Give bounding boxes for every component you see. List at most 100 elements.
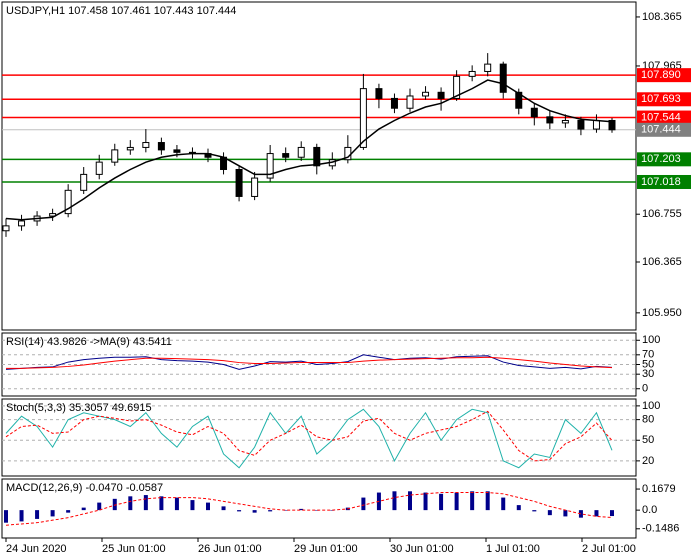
candle-body — [18, 220, 26, 227]
candle-body — [157, 142, 165, 151]
panel-frame — [1, 1, 637, 331]
candle-body — [437, 91, 445, 99]
y-tick-label: 70 — [642, 349, 654, 361]
current-price-box — [637, 122, 691, 137]
macd-bar — [392, 491, 397, 511]
macd-bar — [423, 492, 428, 511]
y-tick-label: 50 — [642, 358, 654, 370]
macd-bar — [35, 510, 40, 519]
level-label: 107.018 — [641, 176, 681, 188]
macd-bar — [516, 505, 521, 511]
x-tick-label: 2 Jul 01:00 — [582, 543, 636, 555]
macd-bar — [252, 510, 257, 513]
macd-bar — [221, 506, 226, 511]
candle-body — [375, 88, 383, 99]
level-label: 107.890 — [641, 69, 681, 81]
y-tick-label: 80 — [642, 414, 654, 426]
x-tick-label: 25 Jun 01:00 — [102, 543, 166, 555]
panel-title: Stoch(5,3,3) 35.3057 49.6915 — [6, 402, 152, 414]
macd-bar — [610, 510, 614, 517]
panel-title: USDJPY,H1 107.458 107.461 107.443 107.44… — [6, 5, 236, 17]
candle-body — [126, 146, 134, 151]
macd-bar — [190, 500, 195, 511]
macd-bar — [299, 508, 304, 511]
macd-bar — [501, 497, 506, 511]
macd-bar — [4, 510, 8, 523]
x-tick-label: 24 Jun 2020 — [6, 543, 67, 555]
indicator-line — [5, 492, 613, 526]
candle-body — [64, 189, 72, 215]
y-tick-label: 100 — [642, 334, 660, 346]
panel-title: MACD(12,26,9) -0.0470 -0.0587 — [6, 482, 163, 494]
macd-bar — [361, 497, 366, 511]
candle-body — [235, 168, 243, 197]
macd-bar — [112, 498, 117, 511]
macd-bar — [454, 492, 459, 511]
level-label: 107.203 — [641, 153, 681, 165]
macd-bar — [97, 502, 102, 511]
macd-bar — [283, 510, 288, 511]
y-tick-label: 0.0 — [642, 504, 657, 516]
candle-body — [359, 88, 367, 148]
macd-bar — [174, 497, 179, 511]
macd-bar — [66, 510, 71, 513]
x-tick-label: 30 Jun 01:00 — [390, 543, 454, 555]
y-tick-label: 50 — [642, 434, 654, 446]
candle-body — [592, 119, 600, 130]
y-tick-label: 106.365 — [642, 256, 682, 268]
candle-body — [80, 173, 88, 191]
candle-body — [111, 149, 119, 163]
macd-bar — [532, 510, 537, 512]
macd-bar — [143, 495, 148, 511]
candle-body — [95, 161, 103, 175]
candle-body — [515, 91, 523, 109]
macd-bar — [314, 510, 319, 511]
macd-bar — [470, 491, 475, 511]
macd-bar — [563, 510, 568, 517]
y-tick-label: 30 — [642, 368, 654, 380]
candle-body — [173, 149, 181, 153]
indicator-line — [5, 410, 613, 462]
y-tick-label: 0.1679 — [642, 483, 676, 495]
candle-body — [297, 146, 305, 158]
indicator-line — [5, 408, 613, 469]
y-tick-label: 106.755 — [642, 208, 682, 220]
macd-bar — [547, 510, 552, 516]
y-tick-label: 105.950 — [642, 307, 682, 319]
level-label-box — [637, 68, 691, 83]
panel-frame — [1, 478, 637, 539]
candle-body — [577, 119, 585, 130]
candle-body — [499, 63, 507, 93]
y-tick-label: 100 — [642, 400, 660, 412]
candle-body — [546, 116, 554, 124]
macd-bar — [594, 510, 599, 517]
macd-bar — [19, 510, 24, 522]
y-tick-label: -0.1486 — [642, 523, 679, 535]
candle-body — [422, 91, 430, 97]
panel-title: RSI(14) 43.9826 ->MA(9) 43.5411 — [6, 336, 172, 348]
candle-body — [530, 107, 538, 118]
level-label-box — [637, 92, 691, 107]
level-label: 107.544 — [641, 111, 681, 123]
candle-body — [266, 153, 274, 179]
candle-body — [251, 177, 259, 197]
level-label-box — [637, 152, 691, 167]
candle-body — [2, 225, 10, 232]
y-tick-label: 20 — [642, 455, 654, 467]
candle-body — [313, 146, 321, 167]
macd-bar — [237, 510, 242, 512]
candle-body — [390, 97, 398, 109]
macd-bar — [485, 491, 490, 511]
level-label-box — [637, 110, 691, 125]
y-tick-label: 0 — [642, 383, 648, 395]
macd-bar — [578, 510, 583, 518]
x-tick-label: 1 Jul 01:00 — [486, 543, 540, 555]
candle-body — [453, 75, 461, 99]
candle-body — [468, 70, 476, 77]
moving-average — [5, 79, 613, 221]
candle-body — [406, 95, 414, 109]
panel-frame — [1, 398, 637, 477]
macd-bar — [128, 496, 133, 511]
